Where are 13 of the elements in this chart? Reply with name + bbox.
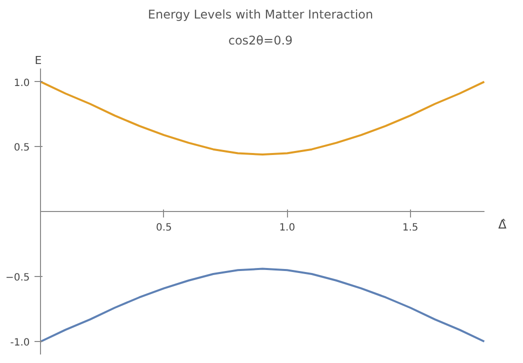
- x-tick-label: 1.0: [279, 222, 296, 234]
- y-tick-label: 0.5: [14, 142, 30, 154]
- x-tick-label: 1.5: [402, 222, 418, 234]
- line-series: [40, 80, 486, 156]
- y-tick-label: -1.0: [10, 338, 30, 349]
- y-tick-label: −0.5: [6, 272, 30, 284]
- chart-subtitle: cos2θ=0.9: [228, 34, 293, 48]
- y-tick-label: 1.0: [14, 78, 30, 89]
- x-tick-label: 0.5: [156, 222, 172, 234]
- line-series: [40, 268, 486, 343]
- y-axis-title: E: [34, 54, 42, 67]
- x-axis-title: Δ̂: [498, 218, 508, 232]
- chart-title: Energy Levels with Matter Interaction: [148, 8, 374, 22]
